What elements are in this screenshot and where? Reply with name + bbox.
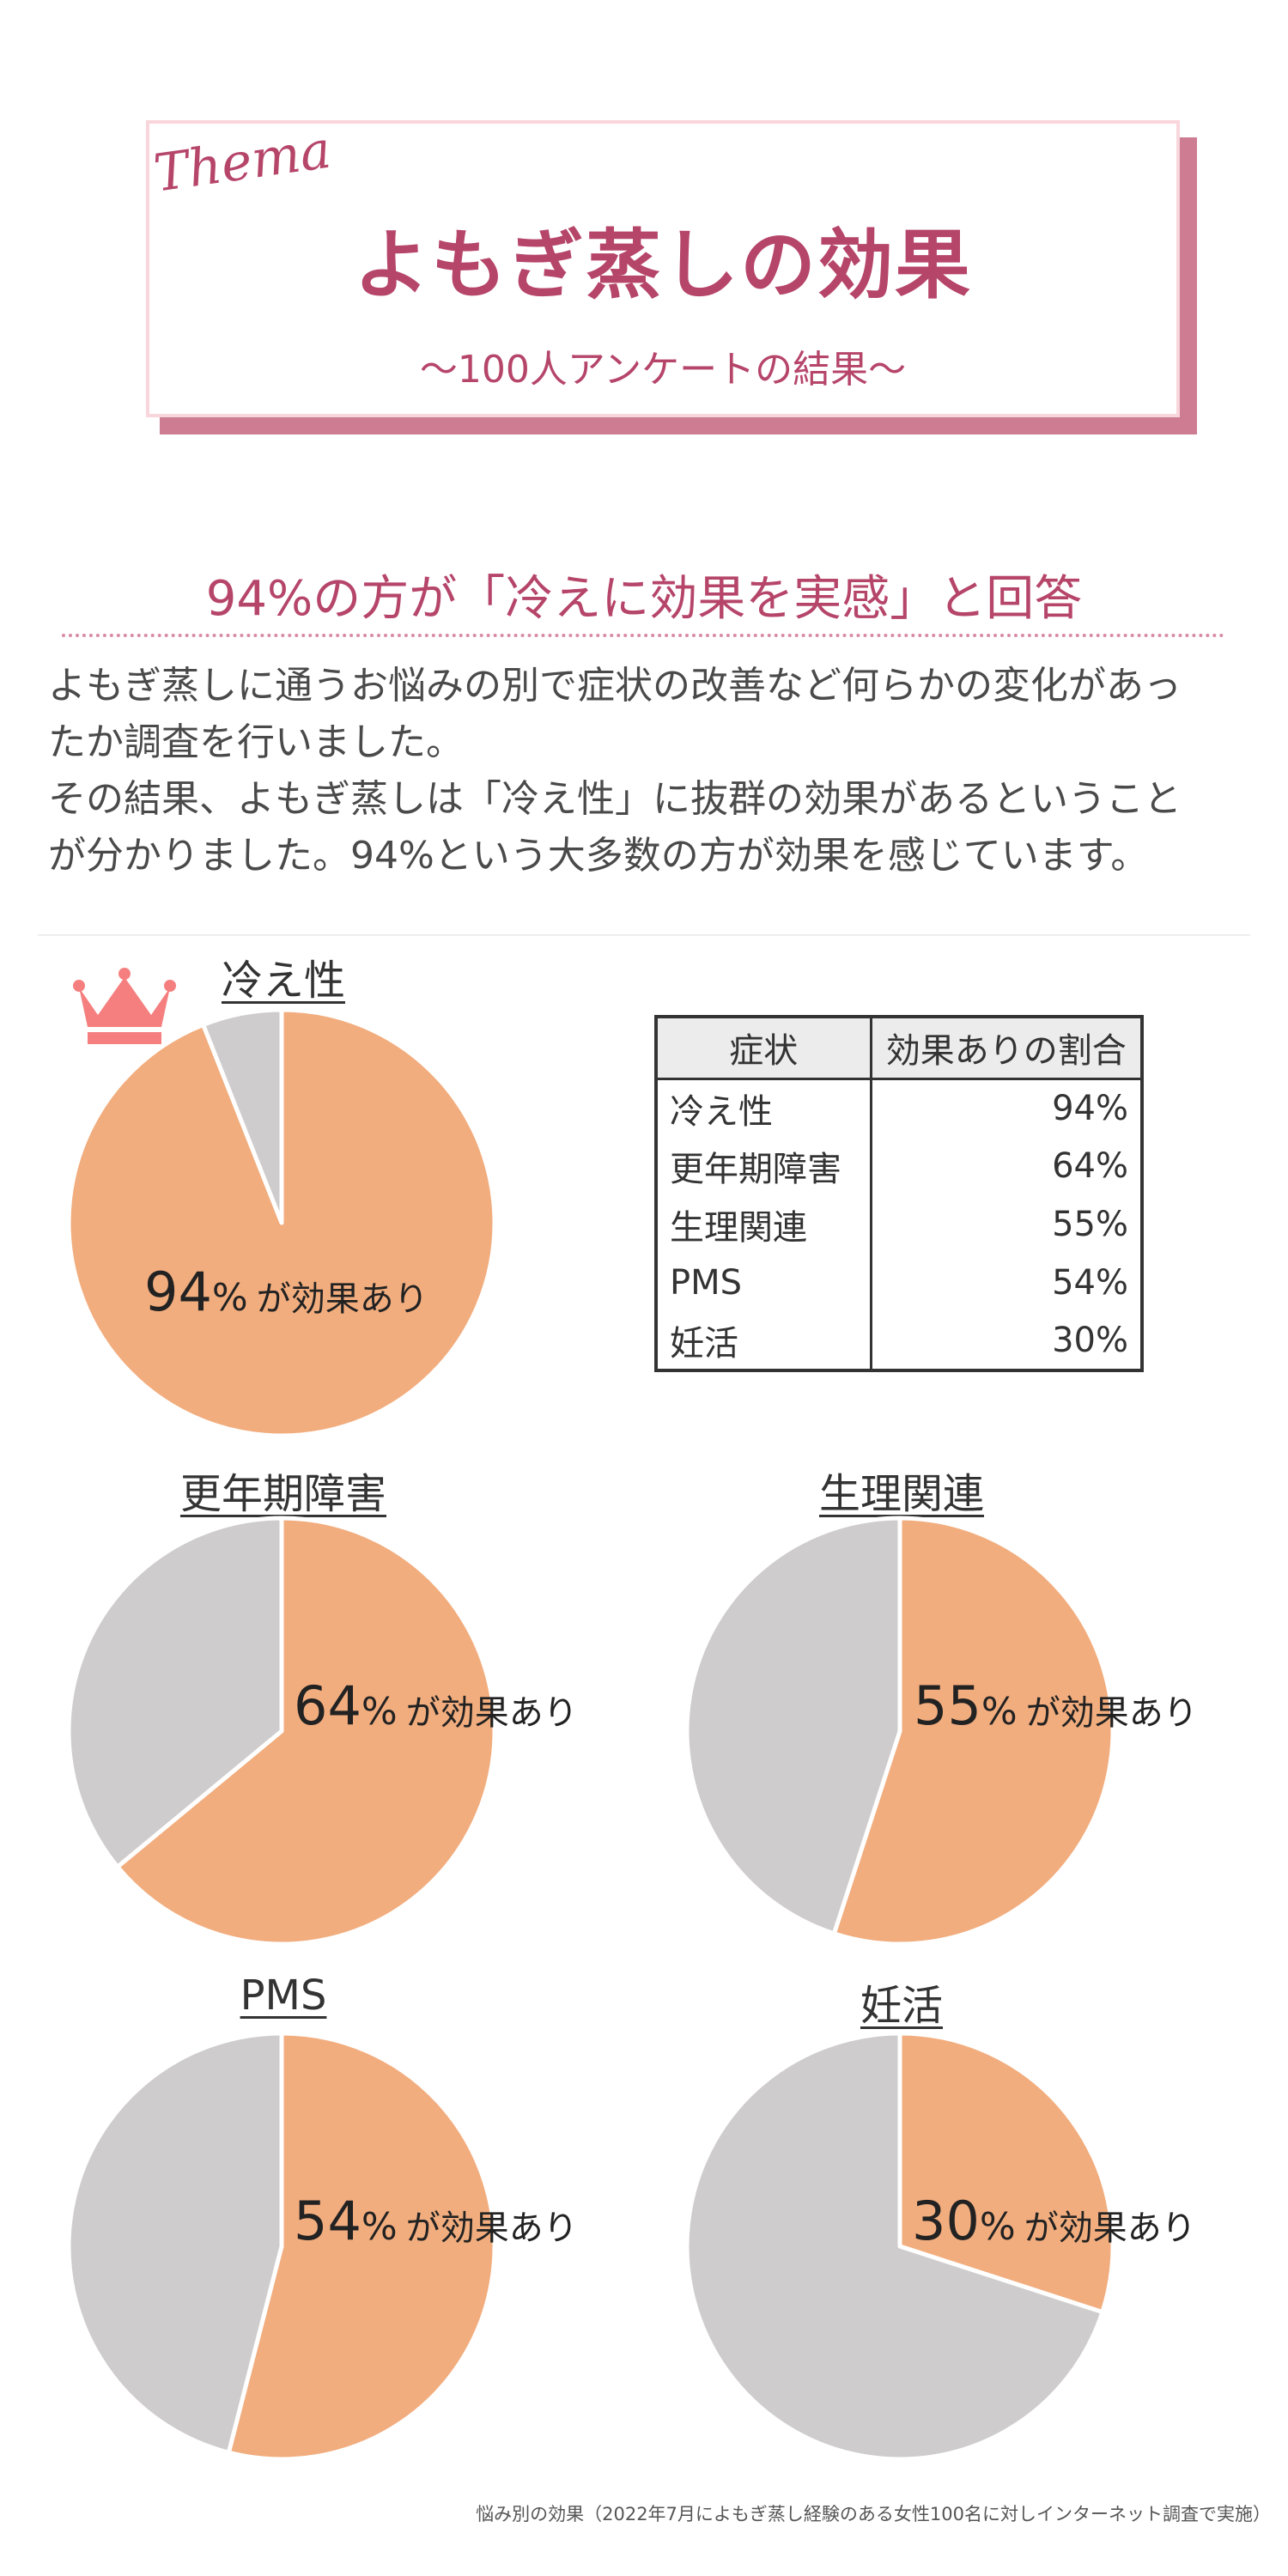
pie-label-text: が効果あり (256, 1279, 428, 1319)
table-cell: 55% (869, 1195, 1142, 1254)
pie-slice-effective (897, 2031, 1115, 2315)
pie-chart-ninkatsu (684, 2031, 1115, 2462)
pie-label-value: 30 (912, 2190, 980, 2252)
pie-slice-effective (831, 1516, 1115, 1947)
pie-slice-other (201, 1007, 284, 1225)
pie-chart-hiesho (66, 1007, 497, 1438)
symptom-table: 症状 効果ありの割合 冷え性 94% 更年期障害 64% 生理関連 55% PM… (654, 1015, 1144, 1372)
section-divider (38, 934, 1250, 936)
table-row: 更年期障害 64% (656, 1137, 1142, 1195)
pie-label-value: 94 (144, 1261, 212, 1323)
pie-label-value: 55 (914, 1674, 981, 1737)
table-header-cell: 効果ありの割合 (869, 1017, 1142, 1080)
pie-label-value: 64 (294, 1674, 361, 1737)
table-header-row: 症状 効果ありの割合 (656, 1017, 1142, 1080)
table-cell: 54% (869, 1254, 1142, 1312)
pie-slice-other (66, 2031, 284, 2455)
chart-title-ninkatsu: 妊活 (860, 1982, 943, 2030)
table-header-cell: 症状 (656, 1017, 871, 1080)
table-cell: 生理関連 (670, 1208, 807, 1248)
table-cell: 30% (869, 1312, 1142, 1370)
table-cell: 64% (869, 1137, 1142, 1195)
page-subtitle: 〜100人アンケートの結果〜 (419, 348, 907, 392)
section-heading: 94%の方が「冷えに効果を実感」と回答 (205, 571, 1083, 627)
table-cell: 更年期障害 (670, 1150, 841, 1189)
pie-slice-other (684, 1516, 902, 1936)
pie-label-unit: % (979, 2205, 1016, 2249)
table-row: 冷え性 94% (656, 1078, 1142, 1137)
table-row: PMS 54% (656, 1254, 1142, 1312)
page-title: よもぎ蒸しの効果 (353, 221, 972, 309)
paragraph-line: よもぎ蒸しに通うお悩みの別で症状の改善など何らかの変化があっ (48, 664, 1182, 708)
pie-chart-pms (66, 2031, 497, 2462)
pie-label-unit: % (361, 1690, 398, 1734)
pie-slice-other (66, 1516, 284, 1869)
pie-chart-seiri (684, 1516, 1115, 1947)
pie-slice-effective (115, 1516, 497, 1947)
table-cell: PMS (670, 1263, 743, 1303)
paragraph-line: その結果、よもぎ蒸しは「冷え性」に抜群の効果があるということ (48, 777, 1182, 821)
table-cell: 妊活 (670, 1324, 738, 1364)
table-cell: 94% (869, 1078, 1142, 1137)
pie-label-hiesho: 94% が効果あり (144, 1261, 428, 1323)
pie-label-text: が効果あり (405, 2208, 578, 2248)
chart-title-hiesho: 冷え性 (221, 957, 345, 1005)
pie-label-konenki: 64% が効果あり (294, 1674, 578, 1737)
dotted-divider (62, 634, 1224, 637)
pie-slice-other (684, 2031, 1105, 2462)
pie-label-ninkatsu: 30% が効果あり (912, 2190, 1196, 2252)
chart-title-pms: PMS (240, 1971, 327, 2020)
crown-icon (73, 968, 176, 1044)
pie-label-seiri: 55% が効果あり (914, 1674, 1198, 1737)
table-cell: 冷え性 (670, 1091, 773, 1132)
table-row: 妊活 30% (656, 1312, 1142, 1370)
pie-slice-effective (226, 2031, 497, 2462)
title-card (146, 120, 1180, 417)
pie-chart-konenki (66, 1516, 497, 1947)
pie-label-text: が効果あり (1024, 2208, 1196, 2248)
footnote: 悩み別の効果（2022年7月によもぎ蒸し経験のある女性100名に対しインターネッ… (476, 2504, 1271, 2524)
pie-label-value: 54 (294, 2190, 361, 2252)
pie-label-unit: % (211, 1276, 248, 1320)
pie-label-pms: 54% が効果あり (294, 2190, 578, 2252)
chart-title-konenki: 更年期障害 (179, 1470, 386, 1518)
pie-label-unit: % (361, 2205, 398, 2249)
paragraph-line: が分かりました。94%という大多数の方が効果を感じています。 (48, 834, 1149, 878)
chart-title-seiri: 生理関連 (818, 1470, 984, 1518)
table-row: 生理関連 55% (656, 1195, 1142, 1254)
paragraph-line: たか調査を行いました。 (48, 720, 464, 764)
pie-label-text: が効果あり (1025, 1693, 1198, 1733)
pie-label-unit: % (981, 1690, 1018, 1734)
pie-label-text: が効果あり (405, 1693, 578, 1733)
